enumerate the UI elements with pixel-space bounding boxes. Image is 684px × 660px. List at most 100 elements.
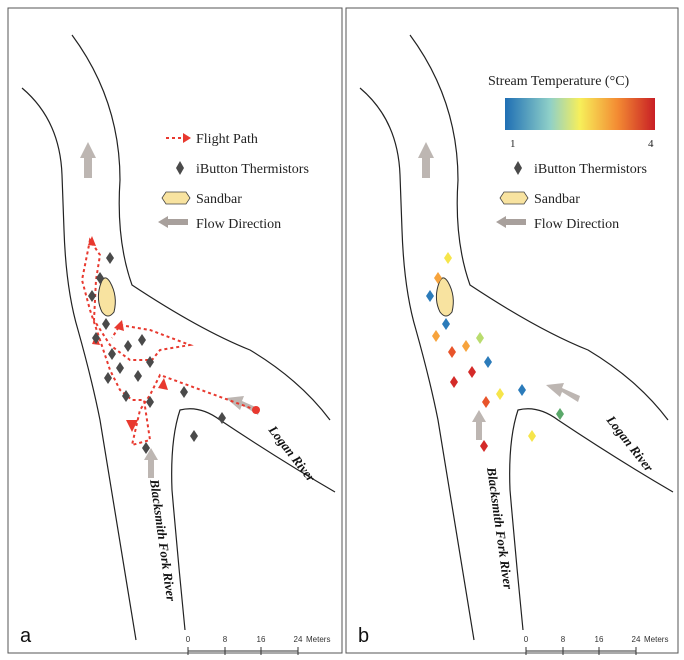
legend-flow-label: Flow Direction	[196, 217, 281, 232]
thermistor-marker	[450, 376, 458, 388]
legend-sandbar-label: Sandbar	[196, 192, 242, 207]
thermistor-marker	[124, 340, 132, 352]
colorbar: Stream Temperature (°C) 1 4	[488, 74, 655, 150]
colorbar-gradient	[505, 98, 655, 130]
legend-flow-label: Flow Direction	[534, 217, 619, 232]
thermistor-marker	[88, 290, 96, 302]
thermistor-marker	[480, 440, 488, 452]
flow-arrow-north	[418, 142, 434, 178]
panel-b: Stream Temperature (°C) 1 4 iButton Ther…	[358, 34, 674, 655]
thermistor-marker	[468, 366, 476, 378]
legend-sandbar-swatch	[499, 191, 529, 205]
scale-bar-b: 0 8 16 24 Meters	[524, 635, 668, 655]
flight-arrowhead	[126, 420, 138, 432]
scale-label: 16	[595, 635, 604, 644]
thermistor-marker	[116, 362, 124, 374]
thermistor-marker	[528, 430, 536, 442]
panel-a: Flight Path iButton Thermistors Sandbar …	[20, 34, 336, 655]
thermistor-marker	[108, 348, 116, 360]
thermistor-marker	[138, 334, 146, 346]
river-label-blacksmith: Blacksmith Fork River	[484, 465, 516, 591]
thermistor-marker	[442, 318, 450, 330]
thermistor-marker	[218, 412, 226, 424]
legend-sandbar-swatch	[161, 191, 191, 205]
colorbar-max-label: 4	[648, 138, 654, 150]
thermistor-marker	[496, 388, 504, 400]
legend-sandbar-label: Sandbar	[534, 192, 580, 207]
thermistor-marker	[106, 252, 114, 264]
scale-label: 0	[186, 635, 191, 644]
legend-thermistor-swatch	[176, 161, 184, 175]
thermistor-marker	[484, 356, 492, 368]
thermistor-marker	[142, 442, 150, 454]
thermistor-marker	[146, 356, 154, 368]
colorbar-title: Stream Temperature (°C)	[488, 74, 630, 89]
flight-arrowhead	[114, 320, 124, 331]
sandbar-shape	[97, 277, 116, 317]
river-bank-northeast	[71, 34, 331, 421]
legend-flow-swatch	[158, 216, 188, 228]
panel-b-border	[345, 7, 679, 654]
legend-flight-path-arrow	[183, 133, 191, 143]
scale-label: 0	[524, 635, 529, 644]
scale-unit: Meters	[306, 635, 330, 644]
scale-label: 24	[632, 635, 641, 644]
flow-arrow-blacksmith	[472, 410, 486, 440]
scale-label: 8	[561, 635, 566, 644]
river-label-logan: Logan River	[265, 422, 319, 485]
panel-letter-a: a	[20, 625, 32, 647]
river-bank-west	[359, 87, 475, 641]
scale-unit: Meters	[644, 635, 668, 644]
colorbar-min-label: 1	[510, 138, 516, 150]
scale-label: 16	[257, 635, 266, 644]
thermistor-marker	[444, 252, 452, 264]
flow-arrow-blacksmith	[144, 448, 158, 478]
thermistor-marker	[122, 390, 130, 402]
thermistor-marker	[518, 384, 526, 396]
flow-arrow-logan	[546, 383, 580, 402]
flow-arrow-north	[80, 142, 96, 178]
panel-letter-b: b	[358, 625, 369, 647]
thermistor-marker	[96, 272, 104, 284]
legend-flow-swatch	[496, 216, 526, 228]
thermistor-marker	[482, 396, 490, 408]
thermistor-marker	[104, 372, 112, 384]
thermistor-marker	[434, 272, 442, 284]
thermistor-marker	[180, 386, 188, 398]
thermistor-group-a	[88, 252, 226, 454]
thermistor-marker	[426, 290, 434, 302]
thermistor-marker	[448, 346, 456, 358]
thermistor-marker	[146, 396, 154, 408]
panel-a-border	[7, 7, 343, 654]
scale-label: 8	[223, 635, 228, 644]
thermistor-marker	[92, 332, 100, 344]
scale-label: 24	[294, 635, 303, 644]
river-bank-southeast	[509, 408, 674, 631]
thermistor-marker	[190, 430, 198, 442]
legend-flight-path-label: Flight Path	[196, 132, 258, 147]
river-bank-northeast	[409, 34, 669, 421]
thermistor-marker	[102, 318, 110, 330]
flight-path-start	[252, 406, 260, 414]
river-bank-southeast	[171, 408, 336, 631]
thermistor-marker	[432, 330, 440, 342]
legend-a: Flight Path iButton Thermistors Sandbar …	[158, 132, 309, 232]
scale-bar-a: 0 8 16 24 Meters	[186, 635, 330, 655]
thermistor-marker	[476, 332, 484, 344]
legend-thermistor-swatch	[514, 161, 522, 175]
flight-arrowhead	[158, 378, 168, 390]
legend-b: iButton Thermistors Sandbar Flow Directi…	[496, 161, 647, 232]
sandbar-shape	[435, 277, 454, 317]
thermistor-marker	[462, 340, 470, 352]
thermistor-group-b	[426, 252, 564, 452]
river-label-blacksmith: Blacksmith Fork River	[147, 477, 179, 603]
legend-thermistor-label: iButton Thermistors	[534, 162, 647, 177]
thermistor-marker	[134, 370, 142, 382]
flight-path-line	[80, 237, 257, 447]
flight-arrowhead	[88, 236, 96, 246]
river-bank-west	[21, 87, 137, 641]
thermistor-marker	[556, 408, 564, 420]
legend-thermistor-label: iButton Thermistors	[196, 162, 309, 177]
